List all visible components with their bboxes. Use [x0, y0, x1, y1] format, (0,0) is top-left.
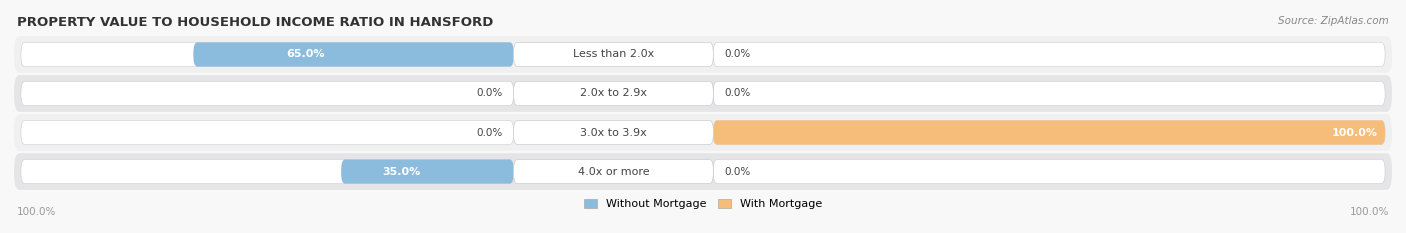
FancyBboxPatch shape	[713, 120, 1385, 145]
Text: 100.0%: 100.0%	[1350, 207, 1389, 217]
FancyBboxPatch shape	[21, 81, 513, 106]
Text: PROPERTY VALUE TO HOUSEHOLD INCOME RATIO IN HANSFORD: PROPERTY VALUE TO HOUSEHOLD INCOME RATIO…	[17, 16, 494, 29]
Legend: Without Mortgage, With Mortgage: Without Mortgage, With Mortgage	[579, 194, 827, 214]
FancyBboxPatch shape	[194, 42, 513, 67]
FancyBboxPatch shape	[513, 120, 713, 145]
FancyBboxPatch shape	[342, 159, 513, 184]
FancyBboxPatch shape	[14, 153, 1392, 190]
Text: 2.0x to 2.9x: 2.0x to 2.9x	[579, 89, 647, 99]
FancyBboxPatch shape	[513, 42, 713, 67]
FancyBboxPatch shape	[713, 42, 1385, 67]
Text: 35.0%: 35.0%	[382, 167, 420, 177]
FancyBboxPatch shape	[14, 75, 1392, 112]
Text: 0.0%: 0.0%	[724, 89, 751, 99]
FancyBboxPatch shape	[21, 159, 513, 184]
Text: 100.0%: 100.0%	[1331, 127, 1378, 137]
FancyBboxPatch shape	[713, 159, 1385, 184]
FancyBboxPatch shape	[21, 120, 513, 145]
Text: Less than 2.0x: Less than 2.0x	[572, 49, 654, 59]
Text: 65.0%: 65.0%	[287, 49, 325, 59]
FancyBboxPatch shape	[21, 42, 513, 67]
Text: 0.0%: 0.0%	[724, 167, 751, 177]
FancyBboxPatch shape	[14, 114, 1392, 151]
FancyBboxPatch shape	[14, 36, 1392, 73]
FancyBboxPatch shape	[513, 81, 713, 106]
Text: 100.0%: 100.0%	[17, 207, 56, 217]
FancyBboxPatch shape	[513, 159, 713, 184]
Text: 0.0%: 0.0%	[724, 49, 751, 59]
Text: 0.0%: 0.0%	[477, 127, 502, 137]
Text: 3.0x to 3.9x: 3.0x to 3.9x	[581, 127, 647, 137]
Text: 4.0x or more: 4.0x or more	[578, 167, 650, 177]
FancyBboxPatch shape	[713, 81, 1385, 106]
Text: 0.0%: 0.0%	[477, 89, 502, 99]
FancyBboxPatch shape	[713, 120, 1385, 145]
Text: Source: ZipAtlas.com: Source: ZipAtlas.com	[1278, 16, 1389, 26]
